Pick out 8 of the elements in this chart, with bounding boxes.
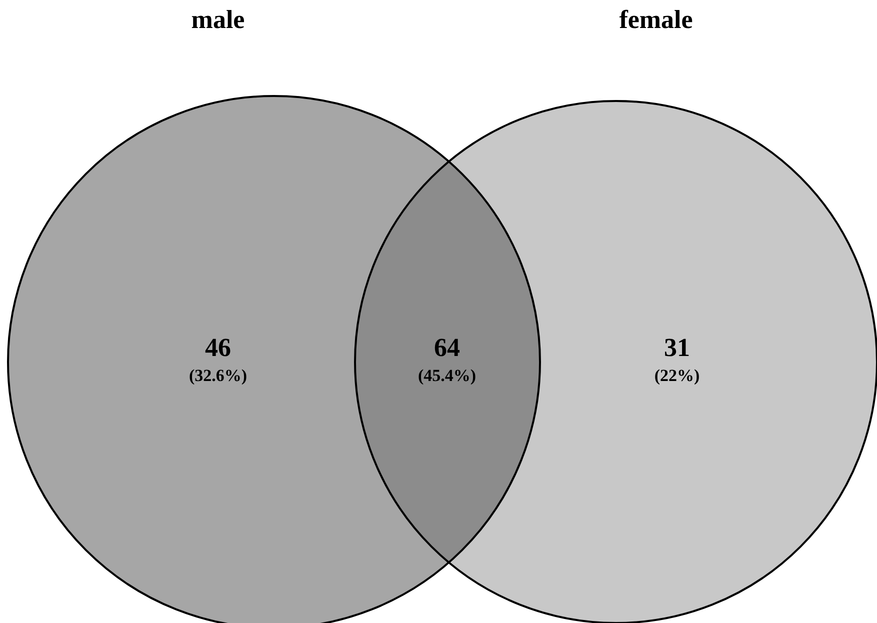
text: (22%) bbox=[654, 366, 700, 385]
data-label: 46 bbox=[205, 333, 231, 362]
category-label: female bbox=[619, 5, 693, 34]
data-label: 31 bbox=[664, 333, 690, 362]
category-label: male bbox=[191, 5, 245, 34]
data-label: 64 bbox=[434, 333, 460, 362]
text: (45.4%) bbox=[418, 366, 476, 385]
text: (32.6%) bbox=[188, 366, 248, 385]
